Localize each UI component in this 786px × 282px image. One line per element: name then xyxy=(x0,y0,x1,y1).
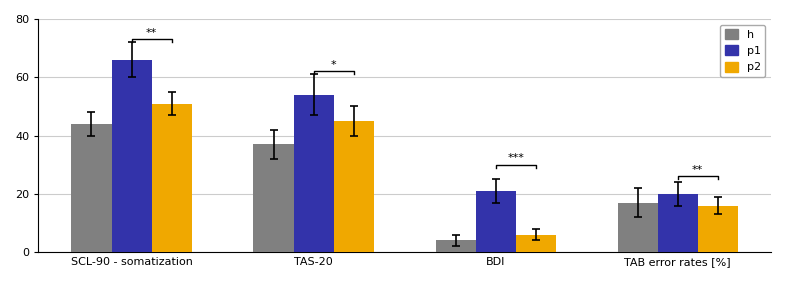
Bar xyxy=(658,194,698,252)
Text: **: ** xyxy=(692,165,703,175)
Bar xyxy=(698,206,738,252)
Bar xyxy=(112,60,152,252)
Bar xyxy=(254,144,293,252)
Bar xyxy=(618,202,658,252)
Bar xyxy=(152,103,192,252)
Bar xyxy=(516,235,556,252)
Bar xyxy=(333,121,373,252)
Bar xyxy=(293,95,333,252)
Bar xyxy=(476,191,516,252)
Bar xyxy=(435,241,476,252)
Text: **: ** xyxy=(146,28,157,38)
Text: ***: *** xyxy=(507,153,524,163)
Bar xyxy=(72,124,112,252)
Text: *: * xyxy=(331,60,336,70)
Legend: h, p1, p2: h, p1, p2 xyxy=(720,25,766,77)
